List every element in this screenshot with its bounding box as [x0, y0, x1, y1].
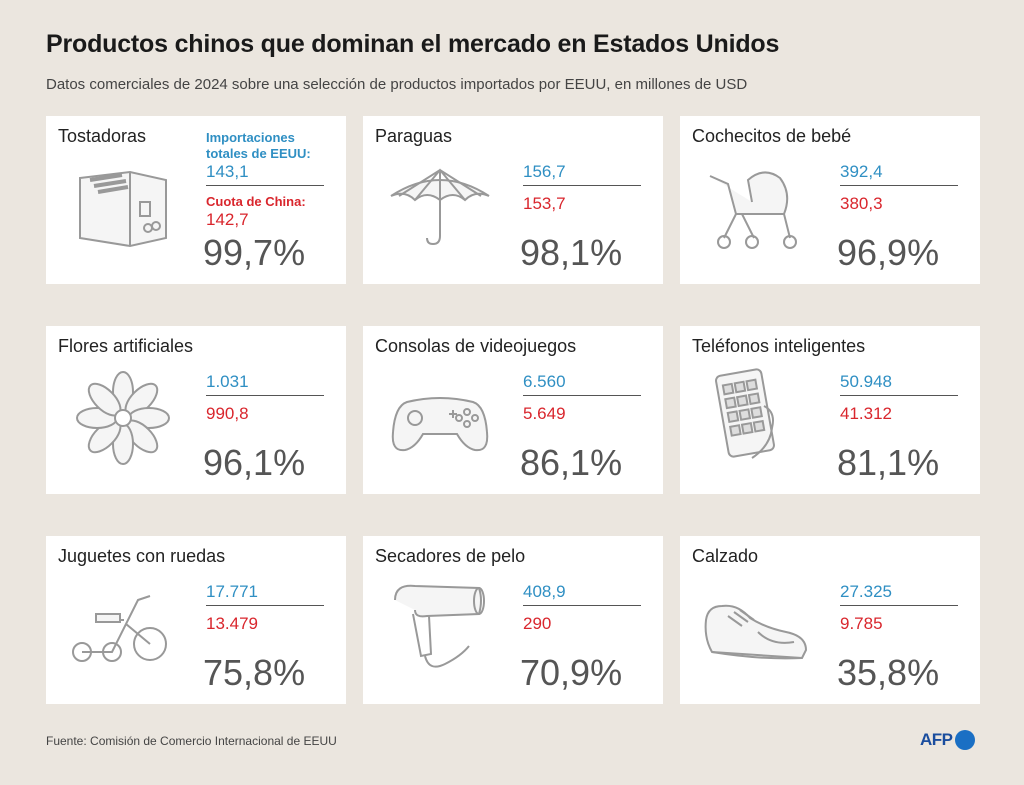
product-card-cochecitos: Cochecitos de bebé 392,4 380,3 96,9%	[680, 116, 980, 284]
divider	[206, 185, 324, 186]
china-share-value: 380,3	[840, 194, 883, 213]
product-name: Teléfonos inteligentes	[692, 336, 866, 356]
chart-subtitle: Datos comerciales de 2024 sobre una sele…	[46, 76, 748, 93]
total-imports-value: 408,9	[523, 582, 566, 601]
china-percent: 35,8%	[837, 652, 940, 693]
product-card-consolas: Consolas de videojuegos 6.560 5.649 86,1…	[363, 326, 663, 494]
sneaker-icon	[702, 576, 812, 676]
stroller-icon	[702, 156, 812, 256]
divider	[206, 605, 324, 606]
china-share-value: 9.785	[840, 614, 883, 633]
china-share-value: 41.312	[840, 404, 892, 423]
product-grid: Tostadoras Importaciones totales de EEUU…	[46, 116, 980, 704]
product-name: Tostadoras	[58, 126, 147, 146]
flower-icon	[68, 366, 178, 466]
product-name: Flores artificiales	[58, 336, 194, 356]
product-name: Paraguas	[375, 126, 453, 146]
product-name: Juguetes con ruedas	[58, 546, 226, 566]
china-share-value: 5.649	[523, 404, 566, 423]
product-card-juguetes: Juguetes con ruedas 17.771 13.479 75,8%	[46, 536, 346, 704]
china-share-value: 290	[523, 614, 552, 633]
product-name: Secadores de pelo	[375, 546, 526, 566]
gamepad-icon	[385, 366, 495, 466]
tricycle-icon	[68, 576, 178, 676]
total-imports-value: 1.031	[206, 372, 249, 391]
toaster-icon	[68, 156, 178, 256]
china-share-value: 13.479	[206, 614, 258, 633]
total-imports-value: 143,1	[206, 162, 249, 181]
china-percent: 86,1%	[520, 442, 623, 483]
divider	[523, 395, 641, 396]
china-percent: 96,9%	[837, 232, 940, 273]
product-name: Calzado	[692, 546, 759, 566]
china-percent: 96,1%	[203, 442, 306, 483]
china-percent: 98,1%	[520, 232, 623, 273]
product-card-telefonos: Teléfonos inteligentes 50.948 41.312 81,…	[680, 326, 980, 494]
china-share-label: Cuota de China:	[206, 194, 306, 209]
divider	[523, 605, 641, 606]
total-imports-value: 392,4	[840, 162, 883, 181]
product-name: Consolas de videojuegos	[375, 336, 577, 356]
chart-title: Productos chinos que dominan el mercado …	[46, 30, 780, 58]
total-imports-value: 50.948	[840, 372, 892, 391]
umbrella-icon	[385, 156, 495, 256]
divider	[840, 185, 958, 186]
product-name: Cochecitos de bebé	[692, 126, 852, 146]
china-percent: 99,7%	[203, 232, 306, 273]
china-percent: 70,9%	[520, 652, 623, 693]
china-percent: 75,8%	[203, 652, 306, 693]
logo-text: AFP	[920, 730, 953, 749]
product-card-paraguas: Paraguas 156,7 153,7 98,1%	[363, 116, 663, 284]
smartphone-icon	[702, 366, 812, 466]
total-imports-value: 17.771	[206, 582, 258, 601]
hairdryer-icon	[385, 576, 495, 676]
total-imports-label: Importaciones totales de EEUU:	[206, 130, 311, 161]
source-note: Fuente: Comisión de Comercio Internacion…	[46, 734, 337, 748]
china-share-value: 142,7	[206, 210, 249, 229]
divider	[840, 605, 958, 606]
total-imports-value: 156,7	[523, 162, 566, 181]
total-imports-value: 6.560	[523, 372, 566, 391]
china-share-value: 990,8	[206, 404, 249, 423]
product-card-tostadoras: Tostadoras Importaciones totales de EEUU…	[46, 116, 346, 284]
afp-logo: AFP	[920, 729, 975, 751]
divider	[840, 395, 958, 396]
product-card-secadores: Secadores de pelo 408,9 290 70,9%	[363, 536, 663, 704]
china-percent: 81,1%	[837, 442, 940, 483]
divider	[523, 185, 641, 186]
product-card-calzado: Calzado 27.325 9.785 35,8%	[680, 536, 980, 704]
divider	[206, 395, 324, 396]
product-card-flores: Flores artificiales 1.031 990,8 96,1%	[46, 326, 346, 494]
china-share-value: 153,7	[523, 194, 566, 213]
logo-dot-icon	[954, 730, 975, 750]
total-imports-value: 27.325	[840, 582, 892, 601]
